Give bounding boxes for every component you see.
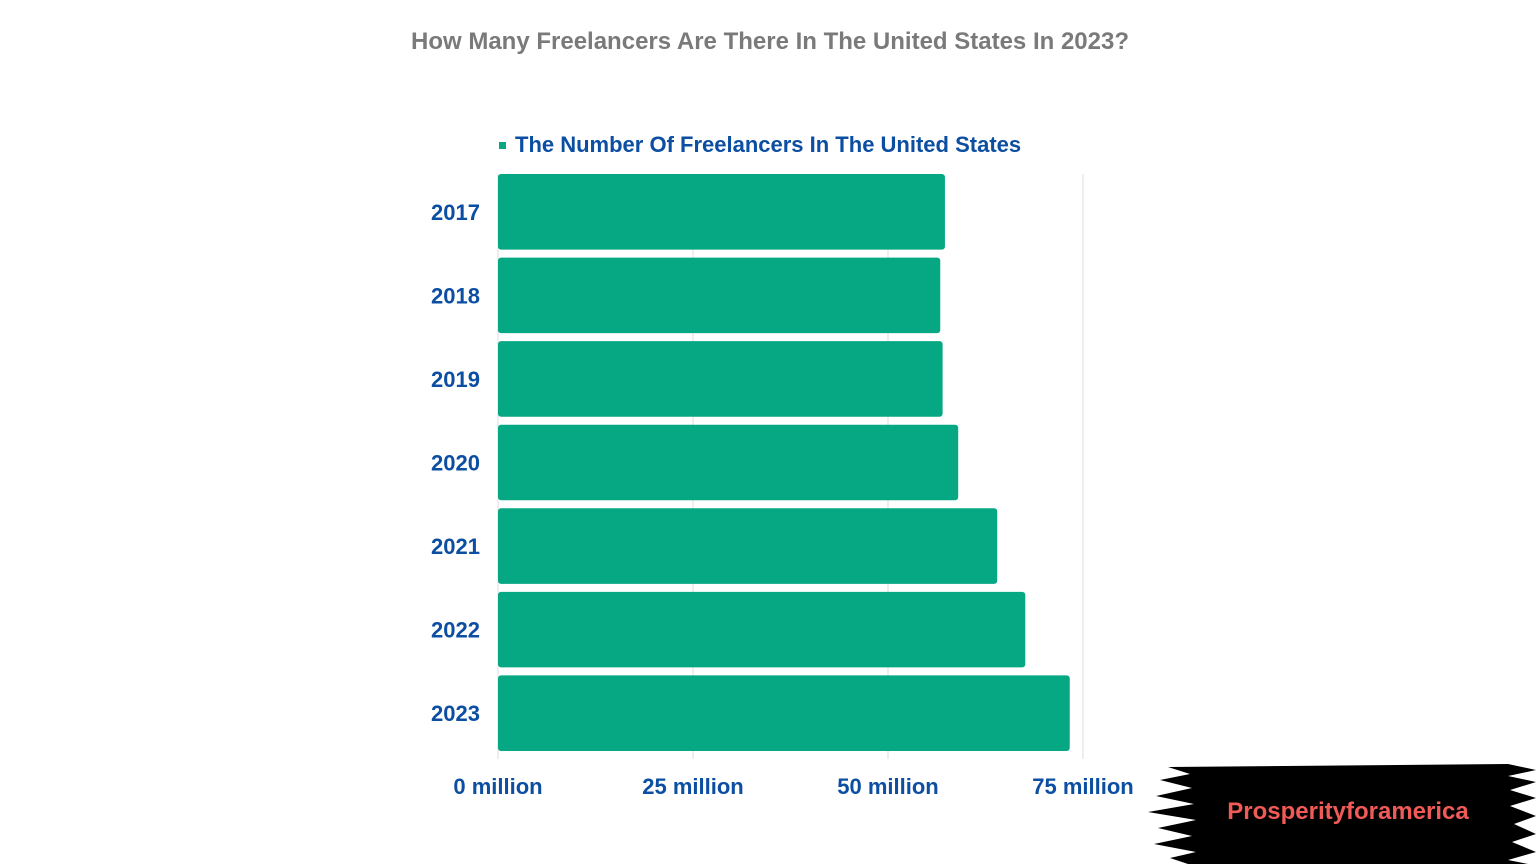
bar-2022 xyxy=(498,591,1026,668)
y-tick-label: 2023 xyxy=(431,701,480,726)
bar-2023 xyxy=(498,675,1070,751)
bar-2017 xyxy=(498,174,945,250)
y-tick-label: 2022 xyxy=(431,618,480,643)
bar-2018 xyxy=(498,257,941,334)
y-tick-label: 2020 xyxy=(431,451,480,476)
y-tick-label: 2019 xyxy=(431,367,480,392)
legend-swatch xyxy=(499,141,506,149)
legend-label: The Number Of Freelancers In The United … xyxy=(515,132,1022,157)
watermark-banner xyxy=(1148,764,1536,864)
x-tick-label: 0 million xyxy=(453,774,542,799)
chart-title: How Many Freelancers Are There In The Un… xyxy=(411,28,1129,55)
x-tick-label: 25 million xyxy=(642,774,743,799)
y-tick-label: 2018 xyxy=(431,283,480,308)
watermark-text: Prosperityforamerica xyxy=(1227,798,1469,825)
bar-2020 xyxy=(498,424,959,501)
x-tick-label: 75 million xyxy=(1032,774,1133,799)
y-tick-label: 2017 xyxy=(431,200,480,225)
chart-legend: The Number Of Freelancers In The United … xyxy=(499,132,1021,158)
bar-2019 xyxy=(498,341,943,417)
y-tick-label: 2021 xyxy=(431,534,480,559)
x-tick-label: 50 million xyxy=(837,774,938,799)
bar-2021 xyxy=(498,508,998,584)
